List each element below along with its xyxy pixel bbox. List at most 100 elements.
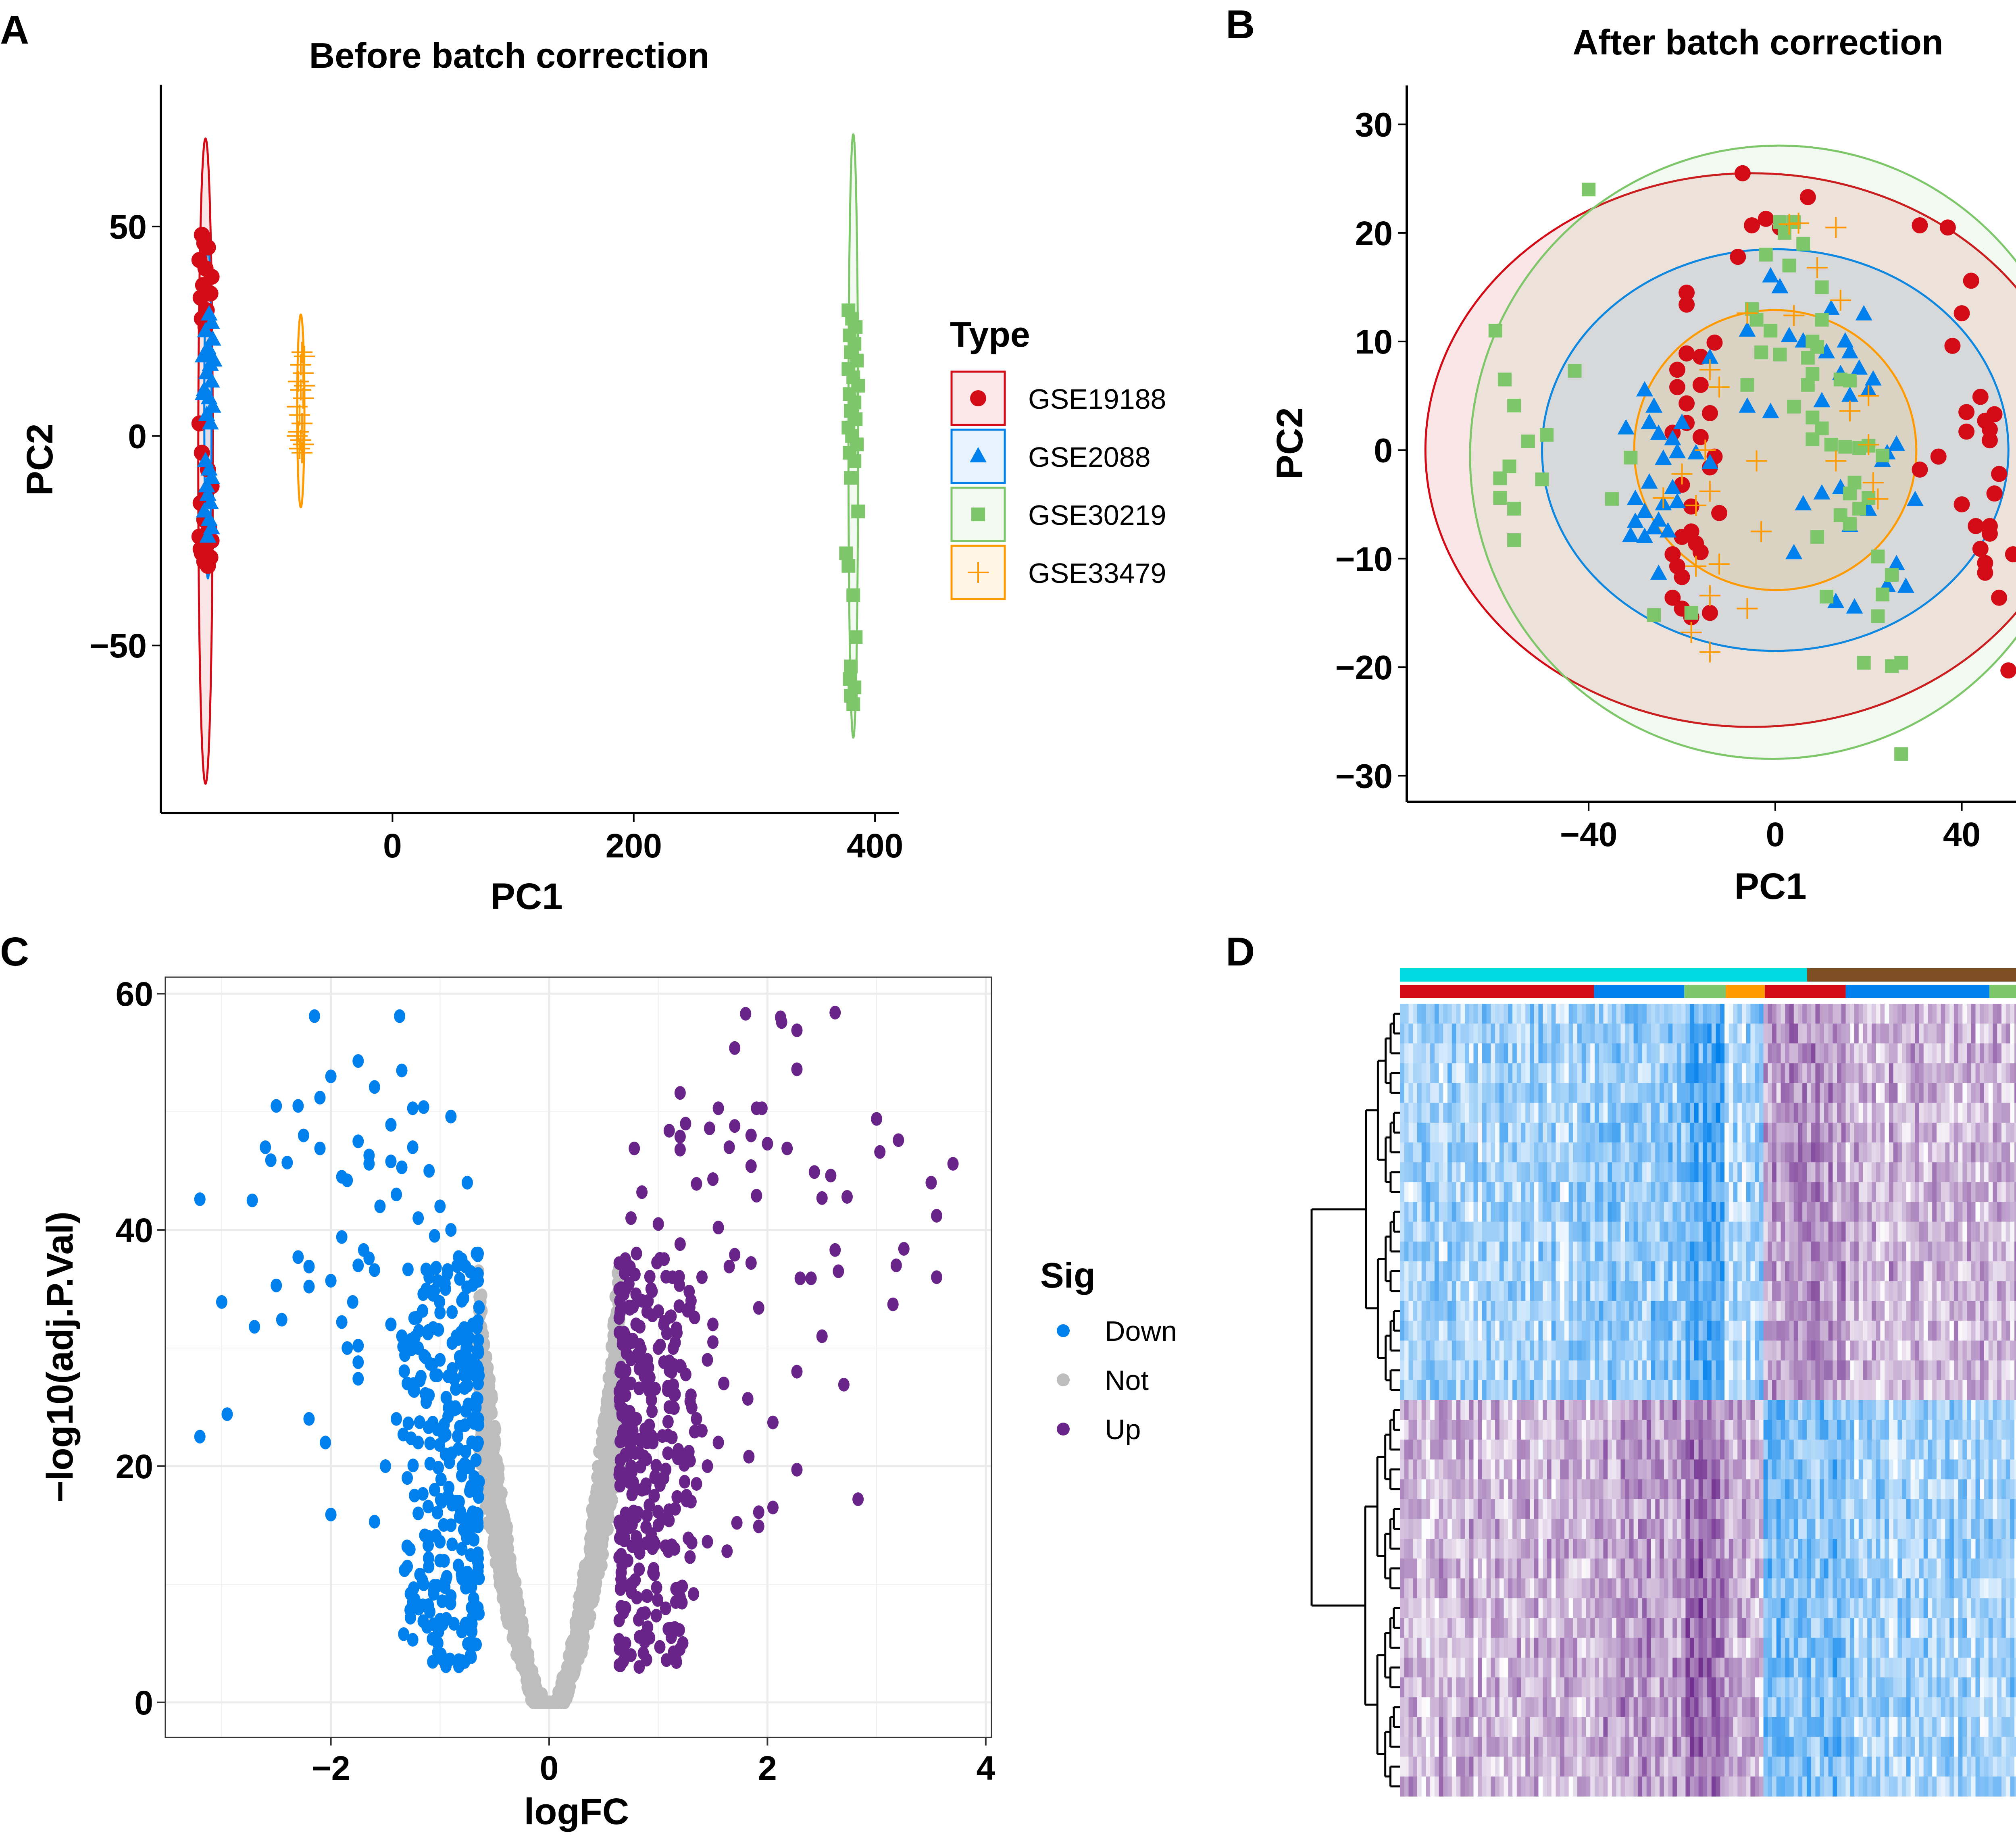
point-up	[825, 1169, 837, 1183]
heatmap-cell	[1564, 1024, 1569, 1044]
heatmap-cell	[1954, 1162, 1959, 1182]
legend-label-GSE2088: GSE2088	[1028, 441, 1151, 473]
point-up	[791, 1365, 803, 1379]
heatmap-cell	[1820, 1122, 1824, 1143]
point-GSE19188	[1683, 498, 1699, 515]
heatmap-cell	[1551, 1083, 1556, 1103]
heatmap-cell	[1629, 1202, 1634, 1222]
heatmap-cell	[1521, 1122, 1526, 1143]
heatmap-cell	[1556, 1024, 1560, 1044]
legend-dot-up	[1057, 1423, 1070, 1436]
point-up	[646, 1404, 658, 1418]
heatmap-cell	[1456, 1122, 1461, 1143]
heatmap-cell	[1707, 1103, 1712, 1123]
heatmap-cell	[1889, 1122, 1894, 1143]
heatmap-cell	[1677, 1063, 1682, 1084]
y-tick-label: −20	[1335, 649, 1393, 687]
heatmap-cell	[1655, 1063, 1660, 1084]
heatmap-cell	[1703, 1122, 1708, 1143]
point-GSE30219	[1535, 472, 1549, 487]
heatmap-cell	[1577, 1162, 1582, 1182]
heatmap-cell	[1482, 1083, 1487, 1103]
heatmap-cell	[1698, 1083, 1703, 1103]
point-not	[493, 1563, 504, 1577]
x-tick-label: 400	[847, 827, 903, 865]
heatmap-cell	[1495, 1103, 1500, 1123]
heatmap-cell	[1685, 1103, 1690, 1123]
point-GSE33479	[1671, 463, 1693, 485]
heatmap-cell	[1538, 1202, 1543, 1222]
heatmap-cell	[1967, 1043, 1972, 1064]
point-GSE19188	[2000, 662, 2016, 679]
point-down	[473, 1333, 484, 1347]
heatmap-cell	[1651, 1103, 1656, 1123]
heatmap-cell	[1655, 1162, 1660, 1182]
point-up	[684, 1454, 696, 1468]
heatmap-cell	[1863, 1063, 1868, 1084]
heatmap-cell	[1893, 1122, 1898, 1143]
point-GSE2088	[1636, 381, 1653, 397]
heatmap-cell	[1867, 1063, 1872, 1084]
point-down	[369, 1515, 380, 1529]
heatmap-cell	[1586, 1103, 1591, 1123]
heatmap-cell	[1932, 1024, 1937, 1044]
heatmap-cell	[1711, 1043, 1716, 1064]
point-GSE19188	[1986, 485, 2003, 502]
heatmap-cell	[1936, 1142, 1941, 1163]
point-up	[729, 1041, 741, 1055]
heatmap-cell	[1755, 1024, 1760, 1044]
heatmap-cell	[1625, 1024, 1630, 1044]
heatmap-cell	[1434, 1162, 1439, 1182]
heatmap-cell	[1785, 1122, 1790, 1143]
heatmap-cell	[1421, 1004, 1426, 1024]
heatmap-cell	[1491, 1103, 1495, 1123]
point-up	[686, 1400, 698, 1415]
heatmap-cell	[1906, 1142, 1911, 1163]
heatmap-cell	[1997, 1004, 2002, 1024]
type-bar-Control	[1400, 968, 1807, 982]
point-GSE33479	[1709, 377, 1730, 398]
heatmap-cell	[1525, 1142, 1530, 1163]
heatmap-cell	[1967, 1004, 1972, 1024]
heatmap-cell	[1772, 1024, 1777, 1044]
heatmap-cell	[1971, 1004, 1976, 1024]
heatmap-cell	[1867, 1142, 1872, 1163]
point-GSE2088	[202, 414, 219, 430]
heatmap-cell	[1802, 1122, 1807, 1143]
point-up	[649, 1469, 661, 1483]
point-GSE33479	[1695, 439, 1716, 461]
heatmap-cell	[1473, 1004, 1478, 1024]
heatmap-cell	[1677, 1122, 1682, 1143]
heatmap-cell	[1828, 1004, 1833, 1024]
point-down	[412, 1211, 424, 1225]
heatmap-cell	[1491, 1063, 1495, 1084]
point-down	[434, 1199, 446, 1213]
point-GSE30219	[1801, 378, 1815, 392]
heatmap-cell	[1547, 1162, 1552, 1182]
point-GSE19188	[1706, 334, 1723, 351]
point-up	[696, 1270, 708, 1284]
heatmap-cell	[1681, 1103, 1686, 1123]
heatmap-cell	[1521, 1142, 1526, 1163]
heatmap-cell	[1404, 1122, 1409, 1143]
point-GSE33479	[1751, 521, 1772, 542]
heatmap-cell	[1781, 1024, 1785, 1044]
heatmap-cell	[1768, 1142, 1772, 1163]
heatmap-cell	[1949, 1063, 1954, 1084]
heatmap-cell	[1543, 1083, 1547, 1103]
heatmap-cell	[1478, 1142, 1483, 1163]
heatmap-cell	[1573, 1004, 1578, 1024]
heatmap-cell	[1941, 1142, 1945, 1163]
point-GSE19188	[1674, 528, 1690, 545]
heatmap-cell	[1850, 1122, 1855, 1143]
heatmap-cell	[1646, 1202, 1652, 1222]
heatmap-cell	[1694, 1103, 1699, 1123]
heatmap-cell	[1642, 1122, 1647, 1143]
heatmap-cell	[1672, 1063, 1677, 1084]
heatmap-cell	[1685, 1024, 1690, 1044]
heatmap-cell	[1521, 1004, 1526, 1024]
point-GSE30219	[1647, 608, 1661, 622]
point-up	[677, 1579, 688, 1594]
heatmap-cell	[1417, 1024, 1422, 1044]
point-up	[668, 1645, 679, 1659]
